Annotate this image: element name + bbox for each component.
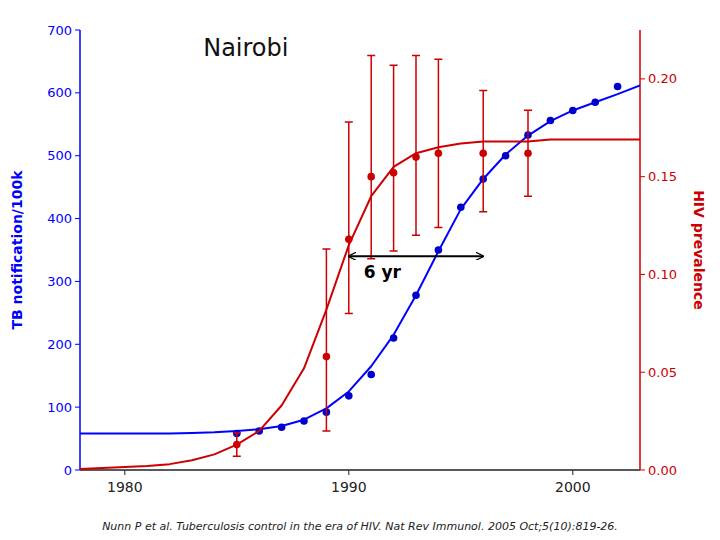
y2-axis-line: [639, 30, 641, 470]
y-tick: [75, 407, 80, 408]
series-line: [80, 85, 640, 433]
y-tick-label: 400: [47, 211, 72, 226]
y2-axis-label: HIV prevalence: [691, 190, 707, 310]
y2-tick-label: 0.20: [648, 71, 677, 86]
y-tick: [75, 30, 80, 31]
point: [367, 173, 375, 181]
error-bar: [367, 55, 375, 258]
error-bar: [345, 122, 353, 314]
annotation-label: 6 yr: [364, 262, 402, 282]
error-bar: [412, 55, 420, 235]
error-bar: [390, 65, 398, 251]
point: [390, 169, 398, 177]
axes: 1980 1990 2000 0 100 200 300 400 500 600 700 0.00 0.…: [47, 23, 677, 496]
point: [300, 417, 308, 425]
y2-tick: [640, 274, 645, 275]
chart: 1980 1990 2000 0 100 200 300 400 500 600 700 0.00 0.…: [0, 0, 720, 540]
y2-tick: [640, 176, 645, 177]
point: [614, 83, 622, 91]
y-tick-label: 500: [47, 148, 72, 163]
y-tick: [75, 281, 80, 282]
point: [502, 152, 510, 160]
x-tick-label: 1980: [107, 479, 143, 495]
error-bar: [524, 110, 532, 196]
y-tick-label: 700: [47, 23, 72, 38]
series-points: [233, 83, 621, 438]
y-tick: [75, 155, 80, 156]
y-tick: [75, 344, 80, 345]
point: [345, 392, 353, 400]
point: [569, 107, 577, 115]
x-axis-line: [80, 469, 640, 471]
y-tick: [75, 470, 80, 471]
x-tick: [124, 470, 125, 475]
y-axis-line: [79, 30, 81, 470]
annotation-arrow: [349, 255, 483, 257]
error-bar: [434, 59, 442, 227]
title: Nairobi: [203, 34, 288, 62]
point: [435, 149, 443, 157]
plot-area: [80, 55, 640, 469]
y-axis-label: TB notification/100k: [9, 170, 25, 330]
x-tick-label: 2000: [555, 479, 591, 495]
y2-tick: [640, 470, 645, 471]
point: [345, 235, 353, 243]
y-tick-label: 100: [47, 400, 72, 415]
x-tick: [348, 470, 349, 475]
point: [233, 441, 241, 449]
point: [547, 117, 555, 125]
y-tick: [75, 218, 80, 219]
series-line: [80, 140, 640, 470]
x-tick-label: 1990: [331, 479, 367, 495]
error-bar: [233, 433, 241, 456]
point: [412, 291, 420, 299]
x-tick: [572, 470, 573, 475]
y2-tick-label: 0.05: [648, 365, 677, 380]
error-bar: [479, 91, 487, 212]
point: [435, 246, 443, 254]
caption: Nunn P et al. Tuberculosis control in th…: [102, 520, 618, 533]
y2-tick: [640, 372, 645, 373]
error-bar: [322, 249, 330, 431]
y-tick: [75, 92, 80, 93]
y2-tick-label: 0.00: [648, 463, 677, 478]
y-tick-label: 0: [64, 463, 72, 478]
point: [323, 353, 331, 361]
y-tick-label: 600: [47, 85, 72, 100]
y2-tick-label: 0.10: [648, 267, 677, 282]
point: [524, 149, 532, 157]
point: [591, 98, 599, 106]
point: [457, 203, 465, 211]
series-points: [233, 55, 532, 456]
point: [390, 334, 398, 342]
y2-tick: [640, 78, 645, 79]
y2-tick-label: 0.15: [648, 169, 677, 184]
point: [278, 423, 286, 431]
y-tick-label: 200: [47, 337, 72, 352]
y-tick-label: 300: [47, 274, 72, 289]
point: [367, 371, 375, 379]
point: [412, 153, 420, 161]
point: [479, 149, 487, 157]
